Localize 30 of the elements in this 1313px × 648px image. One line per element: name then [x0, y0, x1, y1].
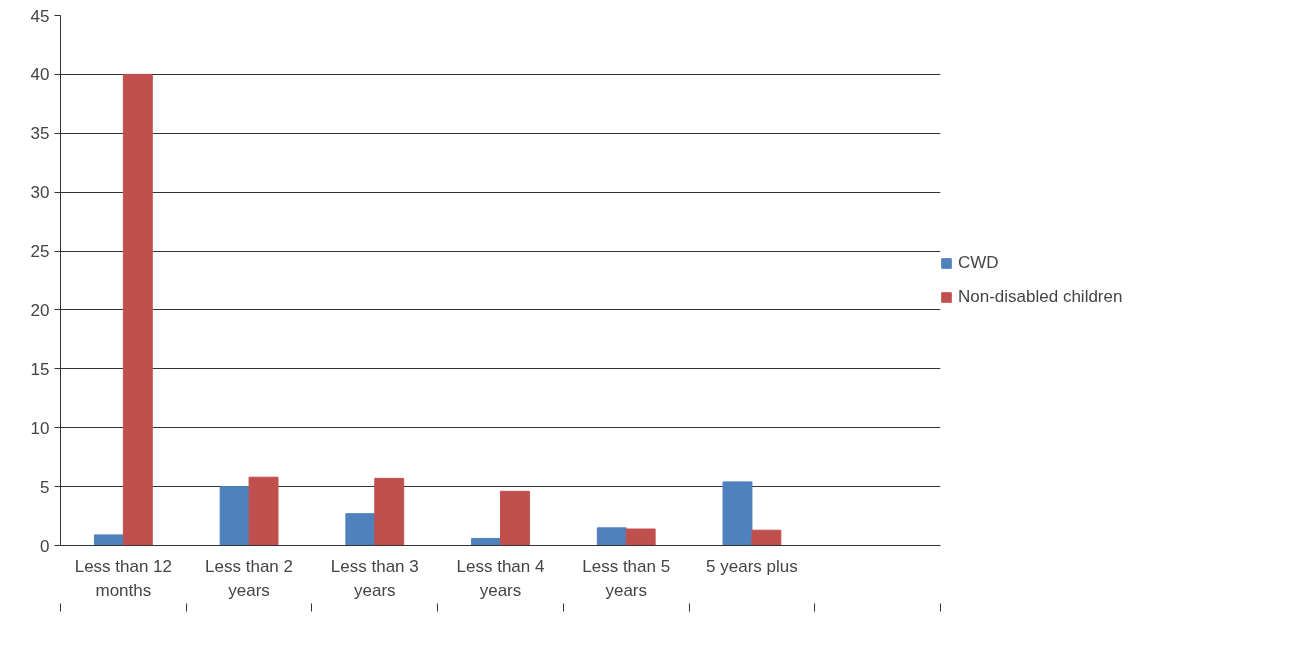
bar: [122, 73, 153, 546]
bar: [219, 486, 250, 546]
bar: [471, 537, 501, 546]
y-tick-label: 30: [30, 183, 50, 203]
x-tick-label: Less than 2 years: [205, 556, 294, 601]
bar: [248, 476, 279, 546]
y-tick-label: 0: [40, 536, 50, 556]
bar: [596, 527, 627, 546]
x-tick-label: Less than 4 years: [456, 556, 545, 601]
y-tick-label: 20: [30, 300, 50, 320]
y-tick-label: 45: [30, 6, 50, 26]
y-tick-label: 25: [30, 242, 50, 262]
bar: [625, 528, 656, 546]
y-tick-label: 40: [30, 65, 50, 85]
bar: [93, 534, 124, 546]
x-tick-label: Less than 12 months: [74, 556, 173, 601]
y-tick-label: 5: [40, 477, 50, 497]
x-tick-label: 5 years plus: [706, 556, 798, 576]
bar: [751, 529, 782, 546]
x-tick-label: Less than 5 years: [582, 556, 671, 601]
x-tick-label: Less than 3 years: [330, 556, 419, 601]
bar: [722, 481, 753, 546]
bar: [374, 477, 405, 546]
y-tick-label: 35: [30, 124, 50, 144]
bar: [500, 490, 530, 546]
bar: [345, 513, 376, 546]
y-tick-label: 10: [30, 418, 50, 438]
y-tick-label: 15: [30, 359, 50, 379]
legend-label: Non-disabled children: [958, 287, 1123, 307]
legend-label: CWD: [958, 253, 999, 273]
